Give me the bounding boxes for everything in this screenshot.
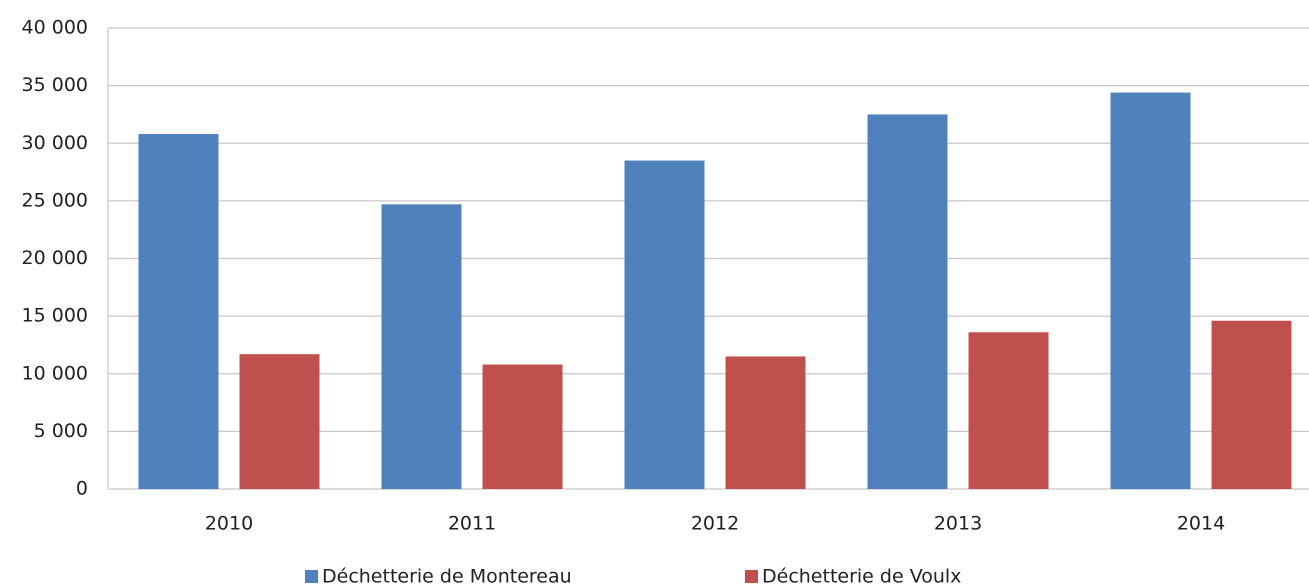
bar — [482, 364, 563, 489]
y-tick-label: 40 000 — [22, 17, 88, 39]
bar — [725, 356, 806, 489]
bar — [1211, 320, 1292, 489]
y-tick-label: 20 000 — [22, 247, 88, 269]
bar — [381, 204, 462, 489]
x-tick-label: 2013 — [934, 513, 982, 535]
y-tick-label: 15 000 — [22, 305, 88, 327]
bar — [867, 114, 948, 489]
y-tick-label: 35 000 — [22, 74, 88, 96]
bar — [239, 354, 320, 489]
y-tick-label: 0 — [76, 478, 88, 500]
y-tick-label: 25 000 — [22, 189, 88, 211]
x-tick-label: 2012 — [691, 513, 739, 535]
legend-swatch — [745, 570, 758, 583]
legend-swatch — [305, 570, 318, 583]
y-tick-label: 30 000 — [22, 132, 88, 154]
x-tick-label: 2014 — [1177, 513, 1225, 535]
bar — [968, 332, 1049, 489]
y-tick-label: 5 000 — [34, 420, 88, 442]
x-tick-label: 2010 — [205, 513, 253, 535]
bar — [138, 134, 219, 489]
bar — [1110, 92, 1191, 489]
legend-label: Déchetterie de Voulx — [762, 566, 961, 588]
x-tick-label: 2011 — [448, 513, 496, 535]
legend-label: Déchetterie de Montereau — [322, 566, 572, 588]
bar — [624, 160, 705, 489]
y-tick-label: 10 000 — [22, 362, 88, 384]
